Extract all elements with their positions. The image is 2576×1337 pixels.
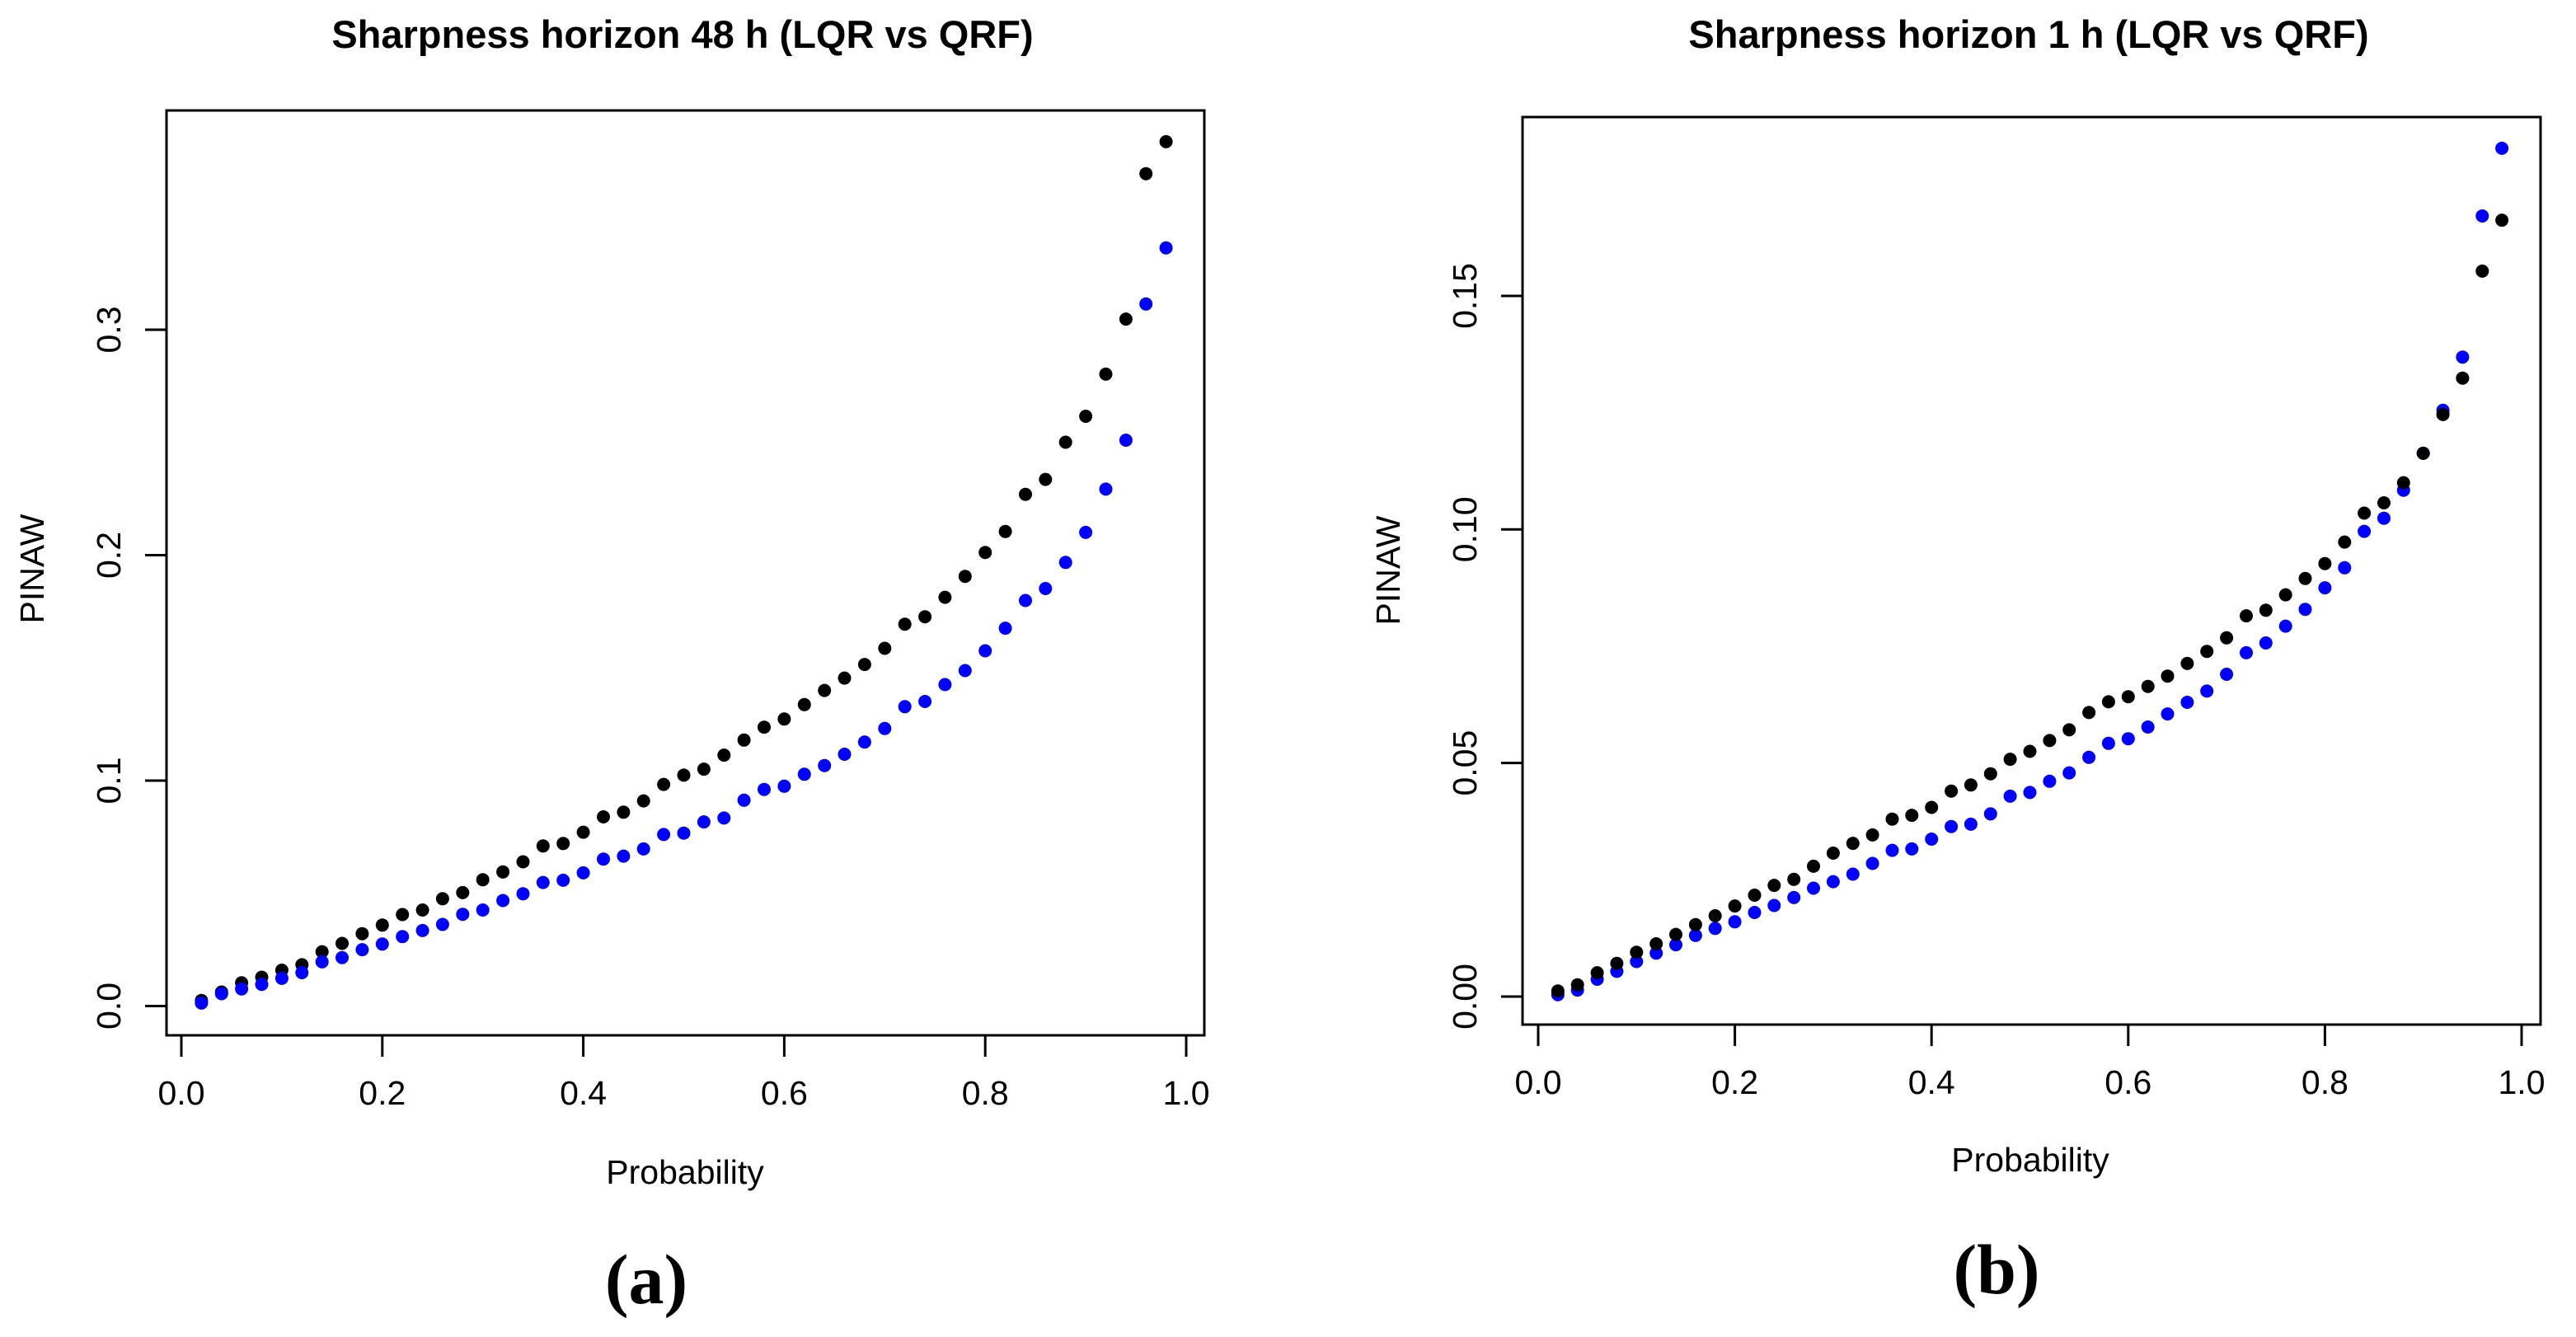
svg-text:1.0: 1.0 — [2499, 1063, 2546, 1101]
svg-text:0.1: 0.1 — [90, 758, 128, 805]
svg-text:0.6: 0.6 — [761, 1074, 808, 1112]
svg-text:Probability: Probability — [1951, 1141, 2109, 1179]
svg-text:0.05: 0.05 — [1446, 730, 1484, 796]
svg-text:0.2: 0.2 — [1711, 1063, 1758, 1101]
svg-text:Sharpness horizon 1 h (LQR vs: Sharpness horizon 1 h (LQR vs QRF) — [1688, 12, 2368, 56]
svg-text:0.8: 0.8 — [962, 1074, 1009, 1112]
svg-text:Probability: Probability — [606, 1153, 764, 1191]
svg-text:0.0: 0.0 — [158, 1074, 205, 1112]
svg-text:0.2: 0.2 — [359, 1074, 406, 1112]
svg-text:0.00: 0.00 — [1446, 964, 1484, 1030]
svg-text:0.3: 0.3 — [90, 307, 128, 354]
svg-text:0.4: 0.4 — [1908, 1063, 1955, 1101]
svg-text:(b): (b) — [1953, 1230, 2039, 1309]
svg-text:Sharpness horizon 48 h (LQR vs: Sharpness horizon 48 h (LQR vs QRF) — [331, 12, 1033, 56]
svg-text:0.0: 0.0 — [1515, 1063, 1562, 1101]
svg-text:1.0: 1.0 — [1163, 1074, 1210, 1112]
svg-text:PINAW: PINAW — [13, 514, 51, 623]
svg-text:0.8: 0.8 — [2302, 1063, 2348, 1101]
svg-text:0.2: 0.2 — [90, 532, 128, 579]
svg-text:(a): (a) — [605, 1240, 687, 1319]
svg-text:0.0: 0.0 — [90, 983, 128, 1030]
svg-text:0.4: 0.4 — [560, 1074, 607, 1112]
svg-text:PINAW: PINAW — [1369, 515, 1407, 625]
svg-text:0.15: 0.15 — [1446, 263, 1484, 329]
svg-text:0.10: 0.10 — [1446, 496, 1484, 562]
svg-text:0.6: 0.6 — [2104, 1063, 2151, 1101]
